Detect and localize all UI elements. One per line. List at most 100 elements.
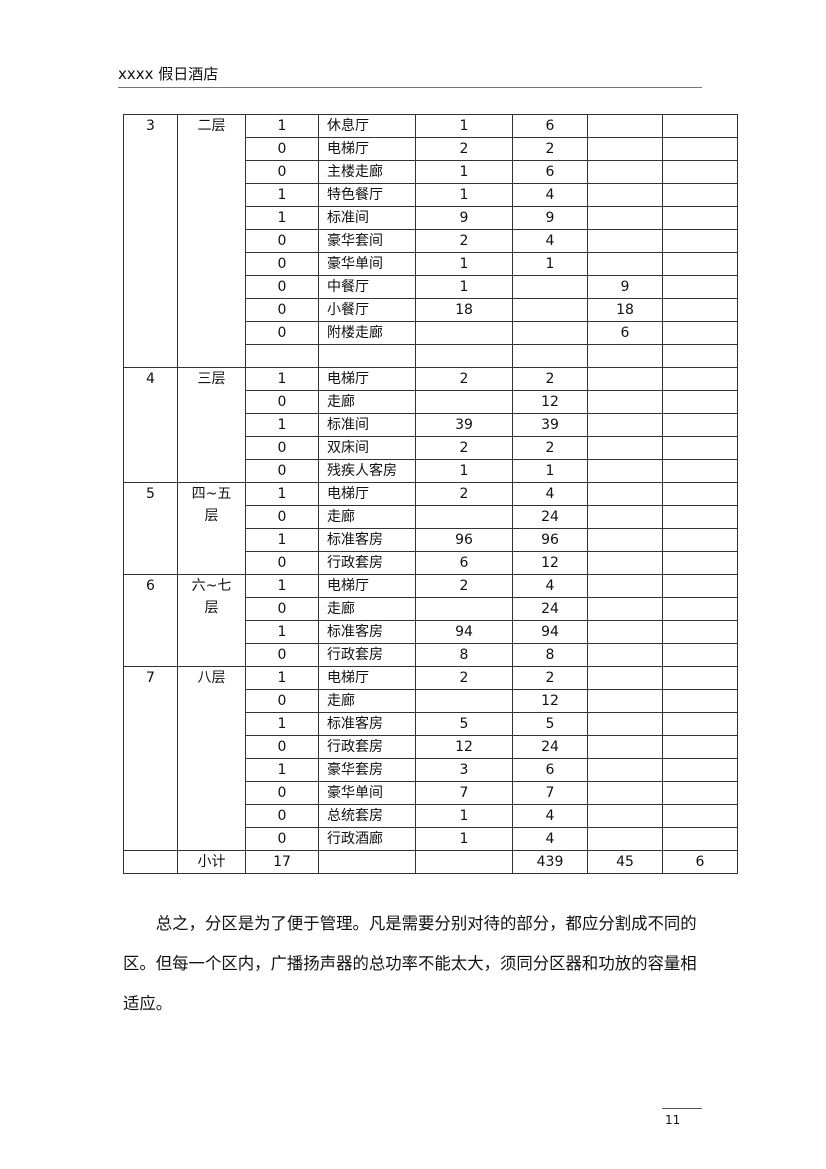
zone-flag: 1 [245, 712, 319, 736]
col-c [662, 597, 738, 621]
area-name: 行政套房 [318, 735, 416, 759]
col-b [587, 574, 663, 598]
count: 18 [415, 298, 513, 322]
col-b: 9 [587, 275, 663, 299]
count: 39 [415, 413, 513, 437]
table-row: 0 走廊 12 [124, 689, 738, 713]
col-a [512, 321, 588, 345]
subtotal-cell: 439 [512, 850, 588, 874]
zone-flag: 1 [245, 367, 319, 391]
zone-flag: 0 [245, 459, 319, 483]
col-a: 24 [512, 597, 588, 621]
zone-flag: 0 [245, 781, 319, 805]
subtotal-cell: 17 [245, 850, 319, 874]
count: 7 [415, 781, 513, 805]
area-name: 标准间 [318, 413, 416, 437]
count: 12 [415, 735, 513, 759]
table-row: 4 三层 1 电梯厅 2 2 [123, 367, 738, 483]
col-a: 12 [512, 689, 588, 713]
table-row: 0 豪华单间 7 7 [124, 781, 738, 805]
floor-name: 二层 [177, 114, 246, 368]
col-a: 96 [512, 528, 588, 552]
col-b [587, 344, 663, 368]
zone-flag: 0 [245, 390, 319, 414]
area-name: 附楼走廊 [318, 321, 416, 345]
area-name: 主楼走廊 [318, 160, 416, 184]
col-b [587, 758, 663, 782]
col-c [662, 229, 738, 253]
col-b [587, 114, 663, 138]
zone-flag: 0 [245, 160, 319, 184]
col-c [662, 160, 738, 184]
count: 2 [415, 137, 513, 161]
zone-flag: 0 [245, 735, 319, 759]
col-c [662, 666, 738, 690]
col-c [662, 689, 738, 713]
area-name: 豪华单间 [318, 252, 416, 276]
col-c [662, 735, 738, 759]
col-c [662, 827, 738, 851]
zone-flag: 1 [245, 206, 319, 230]
col-a: 6 [512, 758, 588, 782]
area-name: 标准客房 [318, 620, 416, 644]
count: 2 [415, 666, 513, 690]
area-name [318, 344, 416, 368]
col-c [662, 436, 738, 460]
floor-name: 六~七层 [177, 574, 246, 667]
col-c [662, 390, 738, 414]
col-b [587, 528, 663, 552]
zone-flag: 0 [245, 827, 319, 851]
zone-flag: 0 [245, 298, 319, 322]
group-number: 4 [123, 367, 178, 483]
col-a: 4 [512, 229, 588, 253]
zone-flag: 0 [245, 321, 319, 345]
col-c [662, 183, 738, 207]
area-name: 行政套房 [318, 643, 416, 667]
area-name: 双床间 [318, 436, 416, 460]
subtotal-cell: 6 [662, 850, 738, 874]
col-c [662, 643, 738, 667]
table-row: 1 标准间 9 9 [124, 206, 738, 230]
count [415, 344, 513, 368]
zone-flag: 0 [245, 229, 319, 253]
count [415, 390, 513, 414]
col-a: 8 [512, 643, 588, 667]
col-c [662, 114, 738, 138]
subtotal-cell: 小计 [177, 850, 246, 874]
zone-flag: 0 [245, 643, 319, 667]
area-name: 电梯厅 [318, 574, 416, 598]
col-a: 1 [512, 252, 588, 276]
area-name: 走廊 [318, 505, 416, 529]
col-a: 2 [512, 137, 588, 161]
col-a [512, 275, 588, 299]
count: 96 [415, 528, 513, 552]
footer-divider [662, 1108, 702, 1109]
col-c [662, 551, 738, 575]
col-a: 5 [512, 712, 588, 736]
col-b [587, 459, 663, 483]
area-name: 标准间 [318, 206, 416, 230]
table-row: 0 豪华单间 1 1 [124, 252, 738, 276]
col-b [587, 367, 663, 391]
col-b [587, 505, 663, 529]
col-c [662, 804, 738, 828]
count: 6 [415, 551, 513, 575]
col-b: 18 [587, 298, 663, 322]
zone-flag: 1 [245, 528, 319, 552]
area-name: 小餐厅 [318, 298, 416, 322]
col-a: 4 [512, 482, 588, 506]
col-a: 9 [512, 206, 588, 230]
col-b [587, 551, 663, 575]
col-b [587, 620, 663, 644]
zone-table: 3 二层 1 休息厅 1 6 0 电梯厅 2 2 0 主楼走廊 1 6 1 特色餐厅 1 4 1 标准间 9 9 0 豪华套间… [123, 114, 738, 874]
count: 2 [415, 574, 513, 598]
col-c [662, 275, 738, 299]
area-name: 电梯厅 [318, 137, 416, 161]
col-a: 12 [512, 551, 588, 575]
subtotal-cell: 45 [587, 850, 663, 874]
col-c [662, 528, 738, 552]
area-name: 豪华套间 [318, 229, 416, 253]
area-name: 走廊 [318, 597, 416, 621]
zone-flag: 1 [245, 413, 319, 437]
count: 8 [415, 643, 513, 667]
